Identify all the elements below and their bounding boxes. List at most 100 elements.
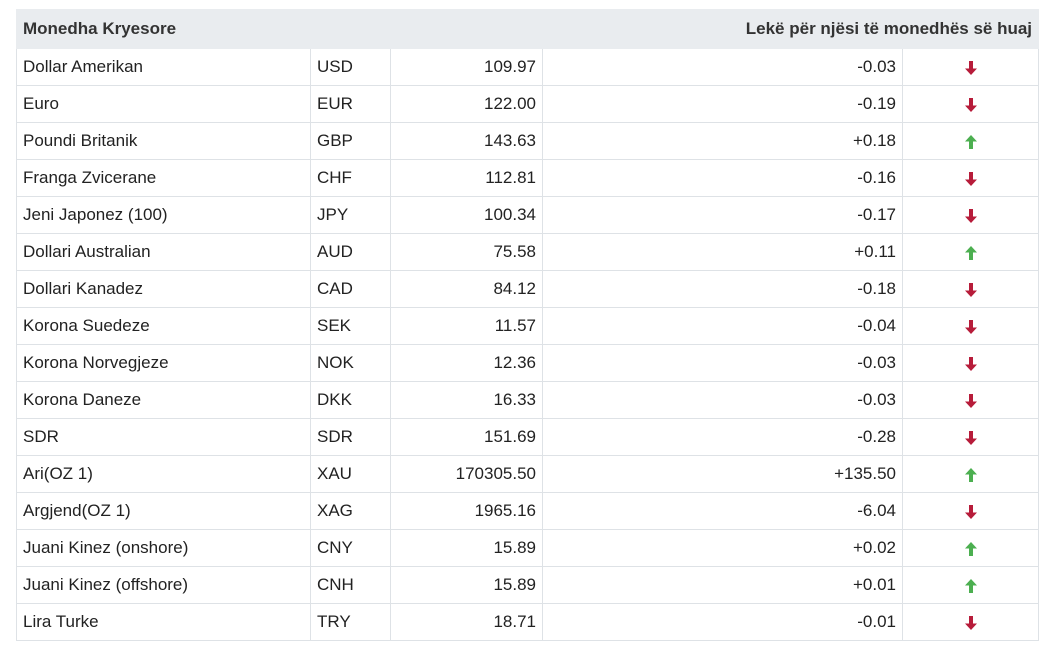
trend-cell: [902, 529, 1040, 567]
currency-name-cell: Korona Suedeze: [16, 307, 311, 345]
table-row: Juani Kinez (offshore) CNH 15.89 +0.01: [16, 566, 1040, 604]
currency-code-cell: DKK: [309, 381, 392, 419]
trend-cell: [902, 344, 1040, 382]
trend-cell: [902, 566, 1040, 604]
rate-change-cell: +0.01: [542, 566, 904, 604]
table-row: Lira Turke TRY 18.71 -0.01: [16, 603, 1040, 641]
currency-code-cell: JPY: [309, 196, 392, 234]
exchange-rate-cell: 109.97: [390, 48, 544, 86]
table-row: Dollar Amerikan USD 109.97 -0.03: [16, 48, 1040, 86]
arrow-down-icon: [963, 282, 979, 298]
arrow-up-icon: [963, 541, 979, 557]
exchange-rate-cell: 170305.50: [390, 455, 544, 493]
exchange-rate-cell: 15.89: [390, 529, 544, 567]
exchange-rate-cell: 1965.16: [390, 492, 544, 530]
currency-code-cell: GBP: [309, 122, 392, 160]
rate-change-cell: -0.18: [542, 270, 904, 308]
arrow-down-icon: [963, 171, 979, 187]
currency-code-cell: NOK: [309, 344, 392, 382]
header-row: Monedha Kryesore Lekë për njësi të moned…: [15, 9, 1040, 49]
arrow-up-icon: [963, 578, 979, 594]
header-currency-label: Monedha Kryesore: [15, 9, 392, 49]
table-row: Ari(OZ 1) XAU 170305.50 +135.50: [16, 455, 1040, 493]
table-row: Korona Suedeze SEK 11.57 -0.04: [16, 307, 1040, 345]
trend-cell: [902, 233, 1040, 271]
arrow-down-icon: [963, 430, 979, 446]
rate-change-cell: +135.50: [542, 455, 904, 493]
rate-change-cell: -0.19: [542, 85, 904, 123]
arrow-up-icon: [963, 467, 979, 483]
arrow-down-icon: [963, 319, 979, 335]
trend-cell: [902, 196, 1040, 234]
arrow-down-icon: [963, 504, 979, 520]
table-row: Dollari Australian AUD 75.58 +0.11: [16, 233, 1040, 271]
arrow-down-icon: [963, 615, 979, 631]
currency-code-cell: TRY: [309, 603, 392, 641]
arrow-up-icon: [963, 245, 979, 261]
arrow-up-icon: [963, 134, 979, 150]
currency-name-cell: Poundi Britanik: [16, 122, 311, 160]
rate-change-cell: -6.04: [542, 492, 904, 530]
table-row: Euro EUR 122.00 -0.19: [16, 85, 1040, 123]
rate-change-cell: -0.03: [542, 344, 904, 382]
currency-name-cell: Juani Kinez (onshore): [16, 529, 311, 567]
table-row: Argjend(OZ 1) XAG 1965.16 -6.04: [16, 492, 1040, 530]
table-row: Poundi Britanik GBP 143.63 +0.18: [16, 122, 1040, 160]
exchange-rate-cell: 16.33: [390, 381, 544, 419]
trend-cell: [902, 492, 1040, 530]
exchange-rate-cell: 143.63: [390, 122, 544, 160]
currency-code-cell: SDR: [309, 418, 392, 456]
currency-code-cell: EUR: [309, 85, 392, 123]
rate-change-cell: -0.01: [542, 603, 904, 641]
rate-change-cell: +0.11: [542, 233, 904, 271]
currency-code-cell: AUD: [309, 233, 392, 271]
trend-cell: [902, 122, 1040, 160]
currency-name-cell: Jeni Japonez (100): [16, 196, 311, 234]
exchange-rate-cell: 15.89: [390, 566, 544, 604]
currency-code-cell: SEK: [309, 307, 392, 345]
rate-change-cell: -0.16: [542, 159, 904, 197]
currency-code-cell: USD: [309, 48, 392, 86]
table-row: SDR SDR 151.69 -0.28: [16, 418, 1040, 456]
exchange-rate-cell: 11.57: [390, 307, 544, 345]
trend-cell: [902, 381, 1040, 419]
arrow-down-icon: [963, 356, 979, 372]
exchange-rate-cell: 112.81: [390, 159, 544, 197]
exchange-rate-cell: 12.36: [390, 344, 544, 382]
table-row: Juani Kinez (onshore) CNY 15.89 +0.02: [16, 529, 1040, 567]
currency-name-cell: SDR: [16, 418, 311, 456]
exchange-rate-cell: 122.00: [390, 85, 544, 123]
trend-cell: [902, 270, 1040, 308]
currency-code-cell: CHF: [309, 159, 392, 197]
currency-code-cell: CNH: [309, 566, 392, 604]
arrow-down-icon: [963, 97, 979, 113]
arrow-down-icon: [963, 393, 979, 409]
currency-code-cell: CNY: [309, 529, 392, 567]
trend-cell: [902, 159, 1040, 197]
rate-change-cell: -0.04: [542, 307, 904, 345]
trend-cell: [902, 85, 1040, 123]
table-header: Monedha Kryesore Lekë për njësi të moned…: [15, 9, 1040, 49]
currency-name-cell: Dollari Australian: [16, 233, 311, 271]
currency-name-cell: Argjend(OZ 1): [16, 492, 311, 530]
table-row: Korona Norvegjeze NOK 12.36 -0.03: [16, 344, 1040, 382]
rate-change-cell: +0.18: [542, 122, 904, 160]
trend-cell: [902, 48, 1040, 86]
table-row: Korona Daneze DKK 16.33 -0.03: [16, 381, 1040, 419]
currency-name-cell: Juani Kinez (offshore): [16, 566, 311, 604]
exchange-rate-cell: 75.58: [390, 233, 544, 271]
exchange-rate-cell: 84.12: [390, 270, 544, 308]
trend-cell: [902, 603, 1040, 641]
rate-change-cell: -0.03: [542, 48, 904, 86]
header-rate-label: Lekë për njësi të monedhës së huaj: [390, 9, 1040, 49]
currency-code-cell: CAD: [309, 270, 392, 308]
exchange-rate-cell: 18.71: [390, 603, 544, 641]
exchange-rate-cell: 100.34: [390, 196, 544, 234]
currency-name-cell: Korona Daneze: [16, 381, 311, 419]
trend-cell: [902, 455, 1040, 493]
currency-code-cell: XAU: [309, 455, 392, 493]
arrow-down-icon: [963, 208, 979, 224]
currency-rates-table: Monedha Kryesore Lekë për njësi të moned…: [15, 9, 1040, 641]
currency-table-container: Monedha Kryesore Lekë për njësi të moned…: [15, 9, 1040, 641]
currency-name-cell: Euro: [16, 85, 311, 123]
